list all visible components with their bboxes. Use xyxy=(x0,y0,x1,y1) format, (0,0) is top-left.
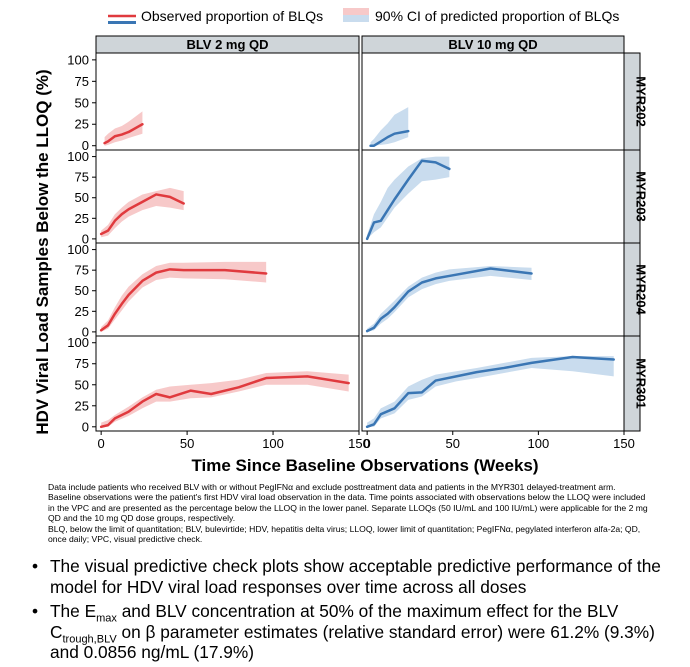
panel-myr203-blv-2-mg-qd-observed-line xyxy=(99,193,185,236)
y-tick-label-myr204-100: 100 xyxy=(67,242,89,257)
y-tick-label-myr301-75: 75 xyxy=(75,356,89,371)
legend-ci-swatch-red xyxy=(343,8,369,15)
x-tick-label-col2-50: 50 xyxy=(446,436,460,451)
footnote: Data include patients who received BLV w… xyxy=(48,482,648,544)
strip-row-myr301-bg xyxy=(623,335,641,432)
strip-row-myr202: MYR202 xyxy=(623,52,649,151)
y-tick-label-myr204-50: 50 xyxy=(75,283,89,298)
y-tick-label-myr202-100: 100 xyxy=(67,52,89,67)
y-tick-label-myr301-25: 25 xyxy=(75,398,89,413)
panel-myr204-blv-10-mg-qd-observed-line xyxy=(365,267,533,333)
panel-myr203-blv-10-mg-qd-ci-band xyxy=(367,156,450,239)
x-axis-label: Time Since Baseline Observations (Weeks) xyxy=(191,456,538,475)
vpc-figure: Observed proportion of BLQs 90% CI of pr… xyxy=(33,8,649,475)
panel-myr204-blv-10-mg-qd xyxy=(361,242,625,337)
bullet-list: The visual predictive check plots show a… xyxy=(30,556,682,667)
footnote-text-1: Data include patients who received BLV w… xyxy=(48,482,648,524)
panels xyxy=(95,52,625,432)
bullet-vpc-conclusion: The visual predictive check plots show a… xyxy=(30,556,682,597)
x-tick-label-col2-0: 0 xyxy=(364,436,371,451)
y-tick-label-myr203-50: 50 xyxy=(75,190,89,205)
y-tick-label-myr202-50: 50 xyxy=(75,95,89,110)
x-tick-label-col2-150: 150 xyxy=(613,436,635,451)
panel-myr203-blv-10-mg-qd xyxy=(361,149,625,244)
column-title-2mg: BLV 2 mg QD xyxy=(186,37,268,52)
y-tick-label-myr204-25: 25 xyxy=(75,304,89,319)
x-tick-label-col1-100: 100 xyxy=(262,436,284,451)
panel-myr202-blv-10-mg-qd-ci-band xyxy=(370,107,409,146)
panel-myr203-blv-10-mg-qd-frame xyxy=(361,149,625,244)
column-title-10mg: BLV 10 mg QD xyxy=(448,37,537,52)
panel-myr301-blv-10-mg-qd-observed-line xyxy=(365,355,615,429)
bullet-2-post: on β parameter estimates (relative stand… xyxy=(50,621,655,663)
y-tick-label-myr204-0: 0 xyxy=(82,324,89,339)
panel-myr202-blv-2-mg-qd-observed-line xyxy=(103,122,144,145)
legend-ci-label: 90% CI of predicted proportion of BLQs xyxy=(375,8,619,24)
panel-myr204-blv-2-mg-qd xyxy=(95,242,360,337)
row-title-myr203: MYR203 xyxy=(634,171,649,222)
row-strips: MYR202 MYR203 MYR204 MYR301 xyxy=(623,52,649,432)
y-tick-label-myr203-75: 75 xyxy=(75,170,89,185)
strip-row-myr204: MYR204 xyxy=(623,242,649,337)
panel-myr202-blv-2-mg-qd xyxy=(95,52,360,151)
x-tick-label-col1-50: 50 xyxy=(180,436,194,451)
row-title-myr204: MYR204 xyxy=(634,264,649,315)
y-tick-label-myr202-0: 0 xyxy=(82,138,89,153)
column-strips: BLV 2 mg QD BLV 10 mg QD xyxy=(95,35,625,54)
panel-myr203-blv-10-mg-qd-observed-line xyxy=(365,159,451,241)
panel-myr203-blv-2-mg-qd-frame xyxy=(95,149,360,244)
panel-myr301-blv-2-mg-qd-ci-band xyxy=(101,371,349,427)
bullet-2-pre: The E xyxy=(50,601,97,621)
x-tick-label-col1-150: 150 xyxy=(348,436,370,451)
y-tick-label-myr202-25: 25 xyxy=(75,117,89,132)
x-tick-label-col2-100: 100 xyxy=(528,436,550,451)
y-tick-label-myr203-25: 25 xyxy=(75,211,89,226)
axes: 0255075100025507510002550751000255075100… xyxy=(67,52,635,451)
bullet-2-sub-trough: trough,BLV xyxy=(62,632,117,645)
row-title-myr202: MYR202 xyxy=(634,76,649,127)
y-tick-label-myr202-75: 75 xyxy=(75,74,89,89)
legend-ci-swatch-blue xyxy=(343,15,369,22)
panel-myr203-blv-2-mg-qd-ci-band xyxy=(101,187,184,238)
legend: Observed proportion of BLQs 90% CI of pr… xyxy=(108,8,619,24)
panel-myr203-blv-2-mg-qd xyxy=(95,149,360,244)
panel-myr301-blv-10-mg-qd-frame xyxy=(361,335,625,432)
panel-myr301-blv-2-mg-qd-observed-line xyxy=(99,375,350,429)
panel-myr202-blv-10-mg-qd-observed-line xyxy=(369,129,410,147)
bullet-1-text: The visual predictive check plots show a… xyxy=(50,556,661,597)
strip-row-myr203: MYR203 xyxy=(623,149,649,244)
y-tick-label-myr301-100: 100 xyxy=(67,335,89,350)
legend-observed-label: Observed proportion of BLQs xyxy=(141,8,323,24)
panel-myr204-blv-10-mg-qd-frame xyxy=(361,242,625,337)
legend-observed-swatch-blue xyxy=(108,21,136,24)
row-title-myr301: MYR301 xyxy=(634,358,649,409)
panel-myr202-blv-10-mg-qd xyxy=(361,52,625,151)
y-tick-label-myr301-0: 0 xyxy=(82,419,89,434)
bullet-emax-estimates: The Emax and BLV concentration at 50% of… xyxy=(30,601,682,663)
y-tick-label-myr301-50: 50 xyxy=(75,377,89,392)
y-tick-label-myr204-75: 75 xyxy=(75,263,89,278)
footnote-text-2: BLQ, below the limit of quantitation; BL… xyxy=(48,523,641,545)
panel-myr301-blv-2-mg-qd xyxy=(95,335,360,432)
y-tick-label-myr203-0: 0 xyxy=(82,231,89,246)
x-tick-label-col1-0: 0 xyxy=(98,436,105,451)
bullet-2-mid: and BLV concentration at 50% of the maxi… xyxy=(50,601,619,642)
panel-myr204-blv-2-mg-qd-observed-line xyxy=(99,268,268,332)
y-tick-label-myr203-100: 100 xyxy=(67,149,89,164)
y-axis-label: HDV Viral Load Samples Below the LLOQ (%… xyxy=(33,69,52,434)
bullet-2-sub-max: max xyxy=(96,612,117,625)
panel-myr301-blv-10-mg-qd xyxy=(361,335,625,432)
strip-row-myr301: MYR301 xyxy=(623,335,649,432)
